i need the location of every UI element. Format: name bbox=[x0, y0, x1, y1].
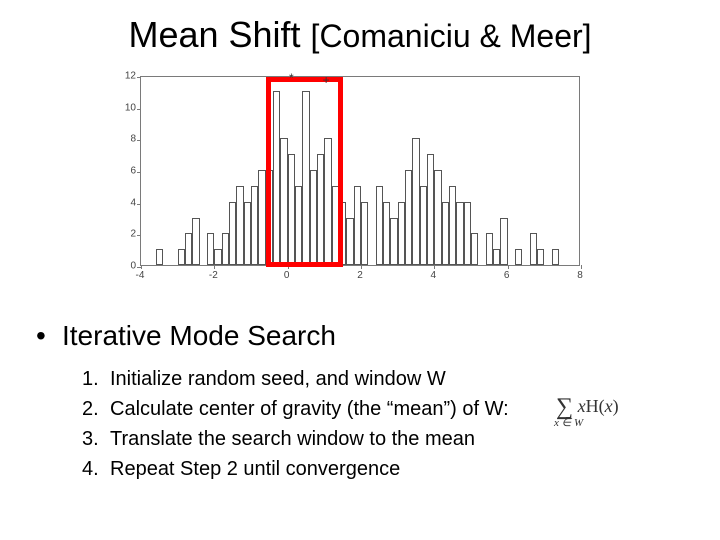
sum-subscript: x ∈ W bbox=[554, 416, 583, 429]
x-tick-label: 4 bbox=[431, 270, 437, 281]
histogram-bar bbox=[456, 202, 463, 265]
seed-marker: * bbox=[289, 71, 294, 85]
histogram-bar bbox=[317, 154, 324, 265]
section-subtitle: •Iterative Mode Search bbox=[36, 320, 336, 352]
x-tick-label: -4 bbox=[136, 270, 145, 281]
y-tick-label: 12 bbox=[110, 71, 136, 82]
step-text: Translate the search window to the mean bbox=[110, 424, 475, 454]
histogram-bar bbox=[332, 186, 339, 265]
histogram-bar bbox=[434, 170, 441, 265]
histogram-bar bbox=[178, 249, 185, 265]
histogram-bar bbox=[207, 233, 214, 265]
step-text: Initialize random seed, and window W bbox=[110, 364, 446, 394]
step-number: 1. bbox=[82, 364, 110, 394]
histogram-bar bbox=[361, 202, 368, 265]
bullet-icon: • bbox=[36, 320, 62, 352]
histogram-chart: *+ 024681012-4-202468 bbox=[110, 70, 590, 290]
step-number: 4. bbox=[82, 454, 110, 484]
histogram-bar bbox=[273, 91, 280, 265]
histogram-bar bbox=[405, 170, 412, 265]
histogram-bar bbox=[464, 202, 471, 265]
step-item: 4.Repeat Step 2 until convergence bbox=[82, 454, 509, 484]
histogram-bar bbox=[500, 218, 507, 266]
histogram-bar bbox=[442, 202, 449, 265]
mean-marker: + bbox=[323, 73, 330, 87]
histogram-bar bbox=[376, 186, 383, 265]
histogram-bar bbox=[420, 186, 427, 265]
formula-fn: H bbox=[586, 396, 599, 416]
slide-title: Mean Shift [Comaniciu & Meer] bbox=[0, 0, 720, 56]
histogram-bar bbox=[258, 170, 265, 265]
step-item: 2.Calculate center of gravity (the “mean… bbox=[82, 394, 509, 424]
histogram-bar bbox=[310, 170, 317, 265]
histogram-bar bbox=[302, 91, 309, 265]
histogram-bar bbox=[222, 233, 229, 265]
histogram-bar bbox=[390, 218, 397, 266]
histogram-bar bbox=[412, 138, 419, 265]
step-item: 3.Translate the search window to the mea… bbox=[82, 424, 509, 454]
histogram-bar bbox=[530, 233, 537, 265]
histogram-bar bbox=[192, 218, 199, 266]
histogram-bar bbox=[493, 249, 500, 265]
histogram-bar bbox=[552, 249, 559, 265]
y-tick-label: 4 bbox=[110, 197, 136, 208]
formula-x1: x bbox=[578, 396, 586, 416]
histogram-bar bbox=[185, 233, 192, 265]
histogram-bar bbox=[346, 218, 353, 266]
histogram-bar bbox=[280, 138, 287, 265]
y-tick-label: 0 bbox=[110, 261, 136, 272]
histogram-bar bbox=[515, 249, 522, 265]
title-main: Mean Shift bbox=[128, 14, 310, 55]
histogram-bar bbox=[156, 249, 163, 265]
x-tick-label: 2 bbox=[357, 270, 363, 281]
histogram-bar bbox=[339, 202, 346, 265]
histogram-bar bbox=[295, 186, 302, 265]
histogram-bar bbox=[229, 202, 236, 265]
y-tick-label: 10 bbox=[110, 102, 136, 113]
x-tick-label: 0 bbox=[284, 270, 290, 281]
y-tick-label: 2 bbox=[110, 229, 136, 240]
histogram-bar bbox=[214, 249, 221, 265]
histogram-bar bbox=[251, 186, 258, 265]
histogram-bar bbox=[449, 186, 456, 265]
step-item: 1.Initialize random seed, and window W bbox=[82, 364, 509, 394]
histogram-bar bbox=[383, 202, 390, 265]
steps-list: 1.Initialize random seed, and window W2.… bbox=[82, 364, 509, 484]
step-number: 2. bbox=[82, 394, 110, 424]
x-tick-label: -2 bbox=[209, 270, 218, 281]
histogram-bar bbox=[244, 202, 251, 265]
histogram-bar bbox=[288, 154, 295, 265]
step-text: Repeat Step 2 until convergence bbox=[110, 454, 400, 484]
plot-area: *+ bbox=[140, 76, 580, 266]
histogram-bar bbox=[537, 249, 544, 265]
title-bracket: [Comaniciu & Meer] bbox=[311, 18, 592, 54]
subtitle-text: Iterative Mode Search bbox=[62, 320, 336, 351]
step-text: Calculate center of gravity (the “mean”)… bbox=[110, 394, 509, 424]
y-tick-label: 8 bbox=[110, 134, 136, 145]
histogram-bar bbox=[266, 170, 273, 265]
x-tick-label: 6 bbox=[504, 270, 510, 281]
histogram-bar bbox=[398, 202, 405, 265]
histogram-bar bbox=[324, 138, 331, 265]
histogram-bar bbox=[427, 154, 434, 265]
formula-x2: x bbox=[605, 396, 613, 416]
y-tick-label: 6 bbox=[110, 166, 136, 177]
histogram-bar bbox=[486, 233, 493, 265]
histogram-bar bbox=[471, 233, 478, 265]
step-number: 3. bbox=[82, 424, 110, 454]
histogram-bar bbox=[354, 186, 361, 265]
histogram-bar bbox=[236, 186, 243, 265]
x-tick-label: 8 bbox=[577, 270, 583, 281]
mean-formula: ∑ x ∈ W xH(x) bbox=[556, 392, 619, 419]
